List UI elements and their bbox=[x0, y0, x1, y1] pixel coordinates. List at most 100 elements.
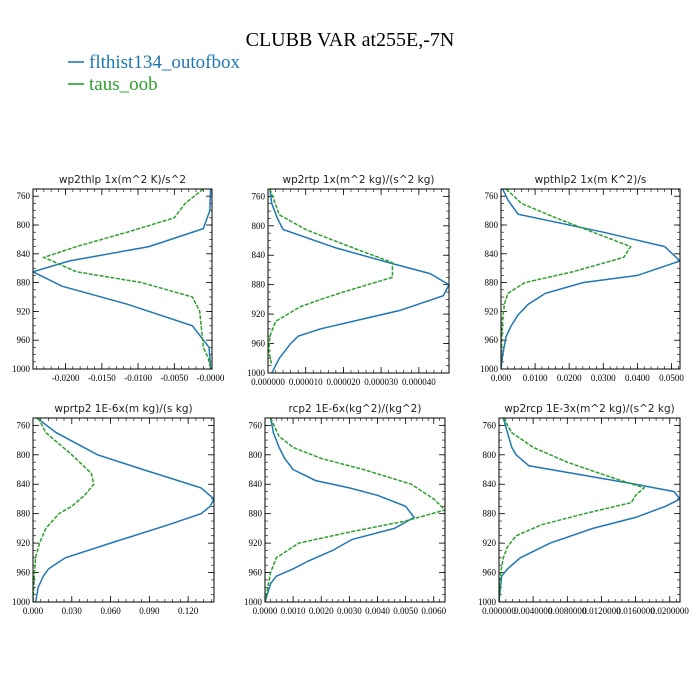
x-tick-label: 0.0040000 bbox=[514, 606, 553, 616]
y-tick-label: 760 bbox=[17, 420, 31, 430]
x-tick-label: 0.060 bbox=[100, 606, 121, 616]
y-tick-label: 1000 bbox=[480, 364, 499, 374]
panel-title: wpthlp2 1x(m K^2)/s bbox=[535, 174, 647, 186]
y-tick-label: 960 bbox=[17, 335, 31, 345]
y-tick-label: 1000 bbox=[12, 364, 31, 374]
series-line-1 bbox=[34, 418, 214, 602]
y-tick-label: 920 bbox=[485, 306, 499, 316]
panel-4: wprtp2 1E-6x(m kg)/(s kg) 760 800 840 880 920… bbox=[12, 403, 215, 616]
y-tick-label: 920 bbox=[252, 309, 266, 319]
x-tick-label: 0.000 bbox=[491, 373, 512, 383]
panel-title: wp2rtp 1x(m^2 kg)/(s^2 kg) bbox=[282, 174, 434, 186]
y-tick-label: 1000 bbox=[244, 597, 263, 607]
x-tick-label: 0.120 bbox=[178, 606, 199, 616]
plot-frame bbox=[498, 417, 681, 603]
y-tick-label: 840 bbox=[483, 479, 497, 489]
y-tick-label: 880 bbox=[485, 278, 499, 288]
x-tick-label: -0.0050 bbox=[160, 373, 188, 383]
plot-frame bbox=[267, 188, 450, 374]
y-tick-label: 960 bbox=[252, 339, 266, 349]
x-tick-label: -0.0200 bbox=[52, 373, 80, 383]
y-tick-label: 1000 bbox=[478, 597, 497, 607]
y-tick-label: 840 bbox=[252, 250, 266, 260]
x-tick-label: 0.0020 bbox=[309, 606, 334, 616]
figure-title: CLUBB VAR at255E,-7N bbox=[246, 29, 455, 51]
y-tick-label: 880 bbox=[17, 278, 31, 288]
x-tick-label: 0.0000 bbox=[253, 606, 278, 616]
x-tick-label: 0.0500 bbox=[659, 373, 684, 383]
x-tick-label: 0.0200000 bbox=[651, 606, 690, 616]
y-tick-label: 760 bbox=[485, 191, 499, 201]
y-tick-label: 840 bbox=[17, 479, 31, 489]
series-line-2 bbox=[499, 418, 646, 602]
plot-frame bbox=[32, 417, 215, 603]
x-tick-label: 0.000020 bbox=[327, 377, 361, 387]
series-line-2 bbox=[41, 189, 212, 369]
x-tick-label: 0.0400 bbox=[625, 373, 650, 383]
y-tick-label: 760 bbox=[483, 420, 497, 430]
y-tick-label: 960 bbox=[17, 568, 31, 578]
y-tick-label: 840 bbox=[17, 249, 31, 259]
x-tick-label: 0.0080000 bbox=[548, 606, 587, 616]
series-line-2 bbox=[265, 418, 445, 602]
x-tick-label: 0.0050 bbox=[393, 606, 418, 616]
y-tick-label: 960 bbox=[483, 568, 497, 578]
x-tick-label: 0.090 bbox=[139, 606, 160, 616]
series-line-2 bbox=[501, 189, 632, 369]
y-tick-label: 840 bbox=[485, 249, 499, 259]
x-tick-label: 0.0010 bbox=[281, 606, 306, 616]
x-tick-label: 0.0120000 bbox=[582, 606, 621, 616]
panels: wp2thlp 1x(m^2 K)/s^2 760 800 840 880 920 960 1… bbox=[12, 174, 689, 616]
x-tick-label: 0.000000 bbox=[251, 377, 285, 387]
x-tick-label: 0.030 bbox=[62, 606, 83, 616]
y-tick-label: 880 bbox=[249, 509, 263, 519]
series-line-1 bbox=[499, 418, 680, 602]
x-tick-label: -0.0000 bbox=[197, 373, 225, 383]
y-tick-label: 760 bbox=[17, 191, 31, 201]
y-tick-label: 800 bbox=[252, 221, 266, 231]
x-tick-label: 0.000000 bbox=[482, 606, 516, 616]
panel-1: wp2thlp 1x(m^2 K)/s^2 760 800 840 880 920 960 1… bbox=[12, 174, 225, 383]
y-tick-label: 800 bbox=[485, 220, 499, 230]
series-line-2 bbox=[268, 189, 394, 366]
legend-label-series-1: flthist134_outofbox bbox=[89, 52, 240, 73]
y-tick-label: 800 bbox=[249, 450, 263, 460]
series-line-1 bbox=[265, 418, 416, 602]
x-tick-label: -0.0100 bbox=[124, 373, 152, 383]
y-tick-label: 1000 bbox=[12, 597, 31, 607]
plot-frame bbox=[264, 417, 446, 603]
y-tick-label: 840 bbox=[249, 479, 263, 489]
x-tick-label: 0.0100 bbox=[523, 373, 548, 383]
panel-5: rcp2 1E-6x(kg^2)/(kg^2) 760 800 840 880 920 96… bbox=[244, 403, 447, 616]
legend: flthist134_outofbox taus_oob bbox=[68, 52, 240, 95]
panel-title: wprtp2 1E-6x(m kg)/(s kg) bbox=[54, 403, 192, 415]
y-tick-label: 880 bbox=[483, 509, 497, 519]
panel-title: wp2rcp 1E-3x(m^2 kg)/(s^2 kg) bbox=[504, 403, 675, 415]
y-tick-label: 800 bbox=[17, 220, 31, 230]
panel-3: wpthlp2 1x(m K^2)/s 760 800 840 880 920 960 100… bbox=[480, 174, 684, 383]
series-line-2 bbox=[33, 418, 95, 602]
y-tick-label: 920 bbox=[17, 306, 31, 316]
y-tick-label: 880 bbox=[252, 280, 266, 290]
plot-frame bbox=[32, 188, 213, 370]
y-tick-label: 760 bbox=[252, 191, 266, 201]
x-tick-label: 0.000 bbox=[23, 606, 44, 616]
x-tick-label: 0.000010 bbox=[289, 377, 323, 387]
x-tick-label: 0.0300 bbox=[591, 373, 616, 383]
series-line-1 bbox=[33, 189, 212, 369]
y-tick-label: 880 bbox=[17, 509, 31, 519]
x-tick-label: 0.0160000 bbox=[616, 606, 655, 616]
y-tick-label: 960 bbox=[485, 335, 499, 345]
panel-6: wp2rcp 1E-3x(m^2 kg)/(s^2 kg) 760 800 840 88… bbox=[478, 403, 689, 616]
legend-label-series-2: taus_oob bbox=[89, 74, 158, 95]
y-tick-label: 960 bbox=[249, 568, 263, 578]
panel-2: wp2rtp 1x(m^2 kg)/(s^2 kg) 760 800 840 880 92… bbox=[247, 174, 450, 387]
x-tick-label: 0.000030 bbox=[364, 377, 398, 387]
panel-title: rcp2 1E-6x(kg^2)/(kg^2) bbox=[289, 403, 422, 415]
y-tick-label: 800 bbox=[17, 450, 31, 460]
panel-title: wp2thlp 1x(m^2 K)/s^2 bbox=[59, 174, 186, 186]
y-tick-label: 920 bbox=[17, 538, 31, 548]
x-tick-label: 0.0200 bbox=[557, 373, 582, 383]
x-tick-label: 0.000040 bbox=[402, 377, 436, 387]
